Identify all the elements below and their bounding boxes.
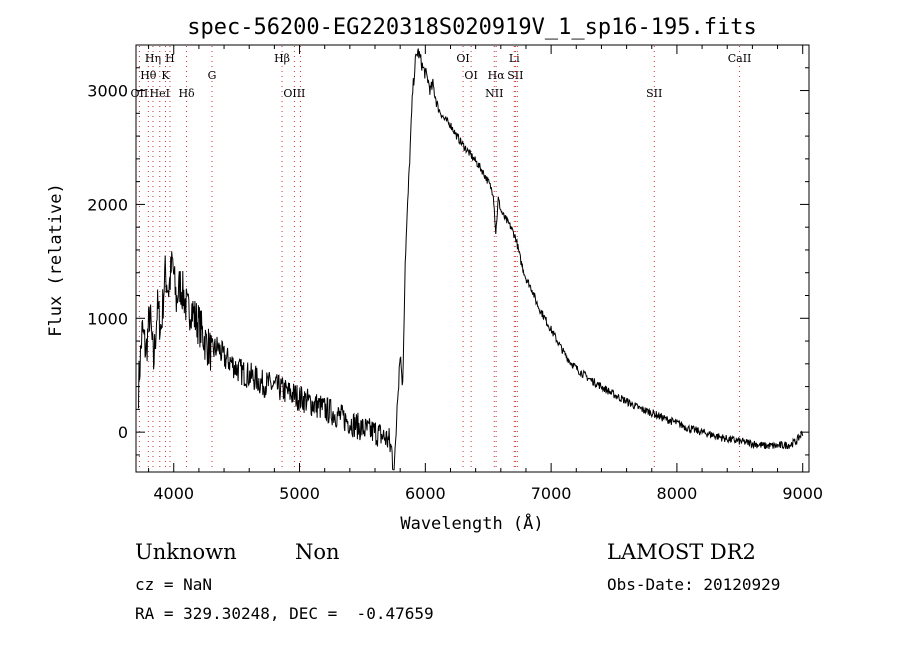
marker-label: Hδ xyxy=(178,87,195,100)
marker-label: HeI xyxy=(150,87,170,100)
x-tick-label: 9000 xyxy=(782,484,823,503)
plot-frame xyxy=(135,44,810,473)
y-axis: 0 1000 2000 3000 xyxy=(87,44,809,456)
object-class: Unknown xyxy=(135,540,237,564)
ra-dec-coordinates: RA = 329.30248, DEC = -0.47659 xyxy=(135,604,434,623)
marker-label: Li xyxy=(509,52,520,65)
marker-label: K xyxy=(161,69,170,82)
x-tick-label: 8000 xyxy=(657,484,698,503)
x-axis-label: Wavelength (Å) xyxy=(400,512,543,534)
chart-title: spec-56200-EG220318S020919V_1_sp16-195.f… xyxy=(187,15,757,40)
y-tick-label: 3000 xyxy=(87,82,128,101)
redshift-cz: cz = NaN xyxy=(135,575,213,594)
marker-label: OIII xyxy=(283,87,305,100)
survey-name: LAMOST DR2 xyxy=(607,540,756,564)
marker-label: Hα xyxy=(488,69,506,82)
y-axis-label: Flux (relative) xyxy=(46,183,66,337)
marker-label: Hβ xyxy=(274,52,290,65)
marker-label: SII xyxy=(507,69,523,82)
marker-label: SII xyxy=(646,87,662,100)
observation-date: Obs-Date: 20120929 xyxy=(607,575,781,594)
x-tick-label: 6000 xyxy=(405,484,446,503)
y-tick-label: 0 xyxy=(118,423,128,442)
object-subclass: Non xyxy=(295,540,340,564)
marker-label: G xyxy=(208,69,217,82)
marker-label: H xyxy=(165,52,175,65)
marker-label: CaII xyxy=(728,52,752,65)
spectrum-series-line xyxy=(138,48,804,471)
y-tick-label: 1000 xyxy=(87,309,128,328)
marker-label: OI xyxy=(456,52,469,65)
marker-label: OII xyxy=(131,87,149,100)
marker-label: NII xyxy=(485,87,503,100)
x-axis: 4000 5000 6000 7000 8000 9000 xyxy=(148,45,823,503)
marker-label: OI xyxy=(464,69,477,82)
y-tick-label: 2000 xyxy=(87,195,128,214)
x-tick-label: 7000 xyxy=(531,484,572,503)
x-tick-label: 4000 xyxy=(153,484,194,503)
marker-label: Hη xyxy=(145,52,161,65)
marker-label: Hθ xyxy=(140,69,157,82)
x-tick-label: 5000 xyxy=(279,484,320,503)
